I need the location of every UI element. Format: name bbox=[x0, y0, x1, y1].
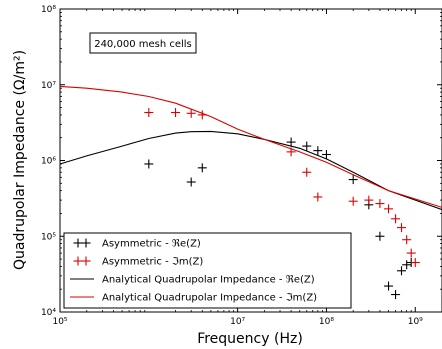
data-point-series-2 bbox=[375, 199, 385, 209]
y-tick-label: 10⁷ bbox=[41, 81, 56, 91]
x-axis-title: Frequency (Hz) bbox=[197, 331, 303, 347]
data-point-series-2 bbox=[364, 195, 374, 205]
data-point-series-1 bbox=[286, 137, 296, 147]
data-point-series-2 bbox=[402, 235, 412, 245]
data-point-series-2 bbox=[144, 108, 154, 118]
x-tick-label: 10⁵ bbox=[52, 317, 67, 327]
legend-item-2: Asymmetric - ℑm(Z) bbox=[73, 256, 203, 268]
data-point-series-1 bbox=[321, 150, 331, 160]
data-point-series-2 bbox=[171, 108, 181, 118]
data-point-series-1 bbox=[402, 260, 412, 270]
x-tick-label: 10⁷ bbox=[230, 317, 245, 327]
data-point-series-1 bbox=[313, 146, 323, 156]
data-point-series-2 bbox=[302, 167, 312, 177]
legend-frame bbox=[63, 232, 352, 309]
series-line-2 bbox=[59, 85, 442, 208]
data-point-series-2 bbox=[313, 192, 323, 202]
x-tick-label: 10⁹ bbox=[408, 317, 423, 327]
legend: Asymmetric - ℜe(Z) Asymmetric - ℑm(Z) Anal… bbox=[63, 232, 352, 309]
legend-label: Asymmetric - ℜe(Z) bbox=[102, 239, 201, 250]
data-point-series-2 bbox=[410, 258, 420, 268]
data-point-series-2 bbox=[197, 110, 207, 120]
data-point-series-2 bbox=[286, 147, 296, 157]
data-point-series-1 bbox=[144, 159, 154, 169]
annotation-text: 240,000 mesh cells bbox=[94, 39, 192, 50]
data-point-series-2 bbox=[348, 196, 358, 206]
data-point-series-1 bbox=[375, 231, 385, 241]
legend-item-1: Asymmetric - ℜe(Z) bbox=[73, 238, 201, 250]
data-point-series-1 bbox=[197, 163, 207, 173]
y-axis-title: Quadrupolar Impedance (Ω/m²) bbox=[12, 50, 28, 270]
legend-item-3: Analytical Quadrupolar Impedance - ℜe(Z) bbox=[70, 275, 315, 286]
data-point-series-1 bbox=[384, 281, 394, 291]
legend-label: Analytical Quadrupolar Impedance - ℜe(Z) bbox=[102, 275, 315, 286]
data-point-series-2 bbox=[384, 204, 394, 214]
legend-label: Asymmetric - ℑm(Z) bbox=[102, 257, 203, 268]
legend-label: Analytical Quadrupolar Impedance - ℑm(Z) bbox=[102, 293, 317, 304]
data-point-series-2 bbox=[406, 248, 416, 258]
data-point-series-1 bbox=[186, 177, 196, 187]
data-point-series-1 bbox=[302, 141, 312, 151]
y-tick-label: 10⁵ bbox=[41, 232, 56, 242]
y-tick-label: 10⁴ bbox=[41, 308, 56, 318]
data-point-series-1 bbox=[391, 290, 401, 300]
annotation-box: 240,000 mesh cells bbox=[89, 32, 197, 54]
data-point-series-2 bbox=[186, 108, 196, 118]
data-point-series-1 bbox=[397, 266, 407, 276]
x-tick-label: 10⁸ bbox=[319, 317, 334, 327]
data-point-series-2 bbox=[397, 223, 407, 233]
y-tick-label: 10⁶ bbox=[41, 157, 56, 167]
data-point-series-2 bbox=[391, 214, 401, 224]
y-tick-label: 10⁸ bbox=[41, 5, 56, 15]
legend-item-4: Analytical Quadrupolar Impedance - ℑm(Z) bbox=[70, 293, 317, 304]
series-line-1 bbox=[59, 130, 442, 211]
data-point-series-1 bbox=[348, 175, 358, 185]
